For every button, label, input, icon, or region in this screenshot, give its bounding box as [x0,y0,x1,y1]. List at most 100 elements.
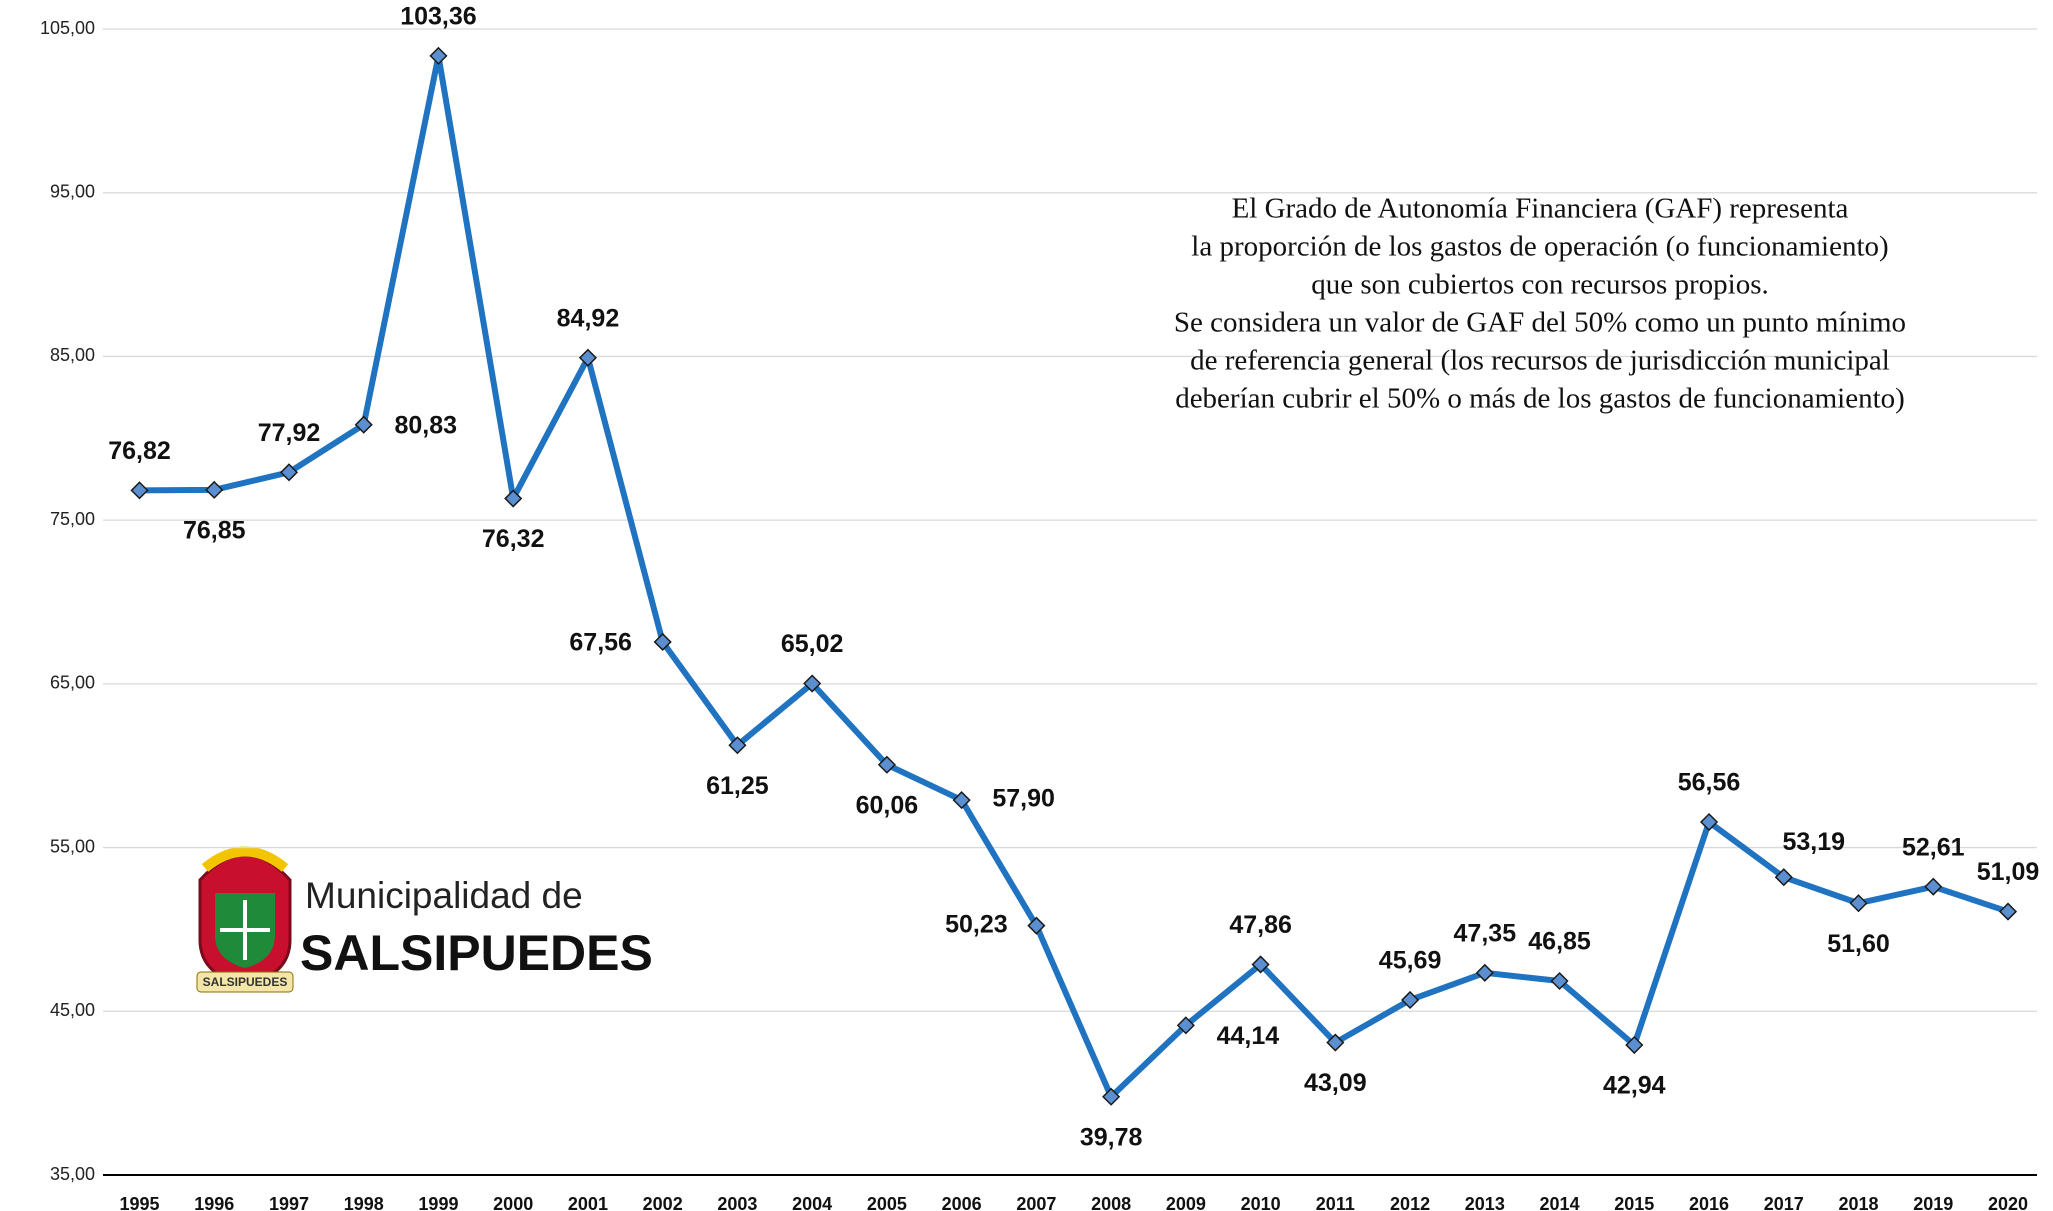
marker [877,755,896,774]
x-tick-label: 2014 [1540,1194,1580,1211]
data-label: 76,82 [108,437,171,465]
marker [653,632,672,652]
logo-sun [201,846,289,872]
annotation: Se considera un valor de GAF del 50% com… [1174,307,1906,339]
x-tick-label: 1995 [119,1194,159,1211]
x-tick-label: 2011 [1316,1194,1355,1211]
data-label: 51,60 [1827,930,1890,958]
data-label: 56,56 [1678,769,1741,797]
x-tick-label: 2015 [1614,1194,1654,1211]
logo: SALSIPUEDES Municipalidad de SALSIPUEDES [196,846,653,993]
data-label: 46,85 [1528,928,1591,956]
data-label: 65,02 [781,630,844,658]
x-tick-label: 2018 [1838,1194,1878,1211]
x-tick-label: 2017 [1764,1194,1804,1211]
data-label: 45,69 [1379,947,1442,975]
data-label: 43,09 [1304,1069,1367,1097]
data-label: 61,25 [706,772,769,800]
x-tick-label: 1998 [344,1194,384,1211]
x-tick-label: 2008 [1091,1194,1131,1211]
line [139,52,2009,1100]
y-tick-label: 65,00 [50,673,95,693]
data-label: 53,19 [1782,828,1845,856]
y-tick-label: 105,00 [40,18,95,38]
x-tick-label: 2012 [1390,1194,1430,1211]
marker [429,46,448,65]
annotation: deberían cubrir el 50% o más de los gast… [1175,383,1905,415]
marker [279,463,299,482]
y-tick-label: 55,00 [50,836,95,856]
logo-cross [220,900,270,960]
x-tick-label: 2020 [1988,1194,2028,1211]
data-label: 80,83 [394,411,457,439]
marker [578,348,598,367]
marker [354,415,373,434]
data-label: 77,92 [258,419,321,447]
data-label: 60,06 [856,791,919,819]
x-tick-label: 2019 [1913,1194,1953,1211]
x-tick-label: 2000 [493,1194,533,1211]
data-label: 42,94 [1603,1072,1666,1100]
marker [1401,990,1420,1010]
data-label: 84,92 [557,304,620,332]
marker [1251,955,1270,974]
annotation: la proporción de los gastos de operación… [1191,231,1888,263]
x-tick-label: 2005 [867,1194,907,1211]
marker [728,736,747,755]
marker [130,481,149,500]
data-label: 50,23 [945,910,1008,938]
annotation: El Grado de Autonomía Financiera (GAF) r… [1232,193,1849,225]
marker [1924,877,1943,896]
x-tick-label: 2007 [1016,1194,1056,1211]
data-label: 44,14 [1217,1022,1280,1050]
marker [1326,1033,1345,1052]
y-tick-label: 95,00 [50,181,95,201]
logo-ribbon-bg [196,971,294,993]
y-tick-label: 75,00 [50,509,95,529]
logo-line2: SALSIPUEDES [300,925,653,981]
x-tick-label: 2010 [1241,1194,1281,1211]
annotation: que son cubiertos con recursos propios. [1311,269,1768,301]
x-tick-label: 2003 [717,1194,757,1211]
marker [205,480,224,499]
logo-line1: Municipalidad de [305,875,583,916]
data-label: 51,09 [1977,858,2040,886]
data-label: 67,56 [569,629,632,657]
data-label: 47,35 [1454,919,1517,947]
marker [952,791,971,810]
x-tick-label: 1999 [418,1194,458,1211]
marker [1774,868,1793,887]
marker [1027,916,1046,935]
marker [1699,812,1719,832]
marker [504,489,523,508]
logo-ribbon: SALSIPUEDES [203,975,288,989]
data-label: 57,90 [992,785,1055,813]
data-label: 103,36 [400,2,476,30]
x-tick-label: 1997 [269,1194,309,1211]
y-tick-label: 85,00 [50,345,95,365]
data-label: 39,78 [1080,1123,1143,1151]
x-tick-label: 2009 [1166,1194,1206,1211]
marker [1849,894,1868,913]
marker [1998,902,2018,921]
x-tick-label: 2001 [568,1194,608,1211]
x-tick-label: 2016 [1689,1194,1729,1211]
x-tick-label: 2006 [942,1194,982,1211]
data-label: 76,32 [482,525,545,553]
data-label: 52,61 [1902,833,1965,861]
marker [1550,971,1569,991]
marker [1625,1035,1644,1055]
x-tick-label: 2004 [792,1194,832,1211]
y-tick-label: 45,00 [50,1000,95,1020]
x-tick-label: 1996 [194,1194,234,1211]
data-label: 47,86 [1229,911,1292,939]
annotation: de referencia general (los recursos de j… [1190,345,1890,377]
marker [1102,1087,1121,1106]
x-tick-label: 2013 [1465,1194,1505,1211]
x-tick-label: 2002 [643,1194,683,1211]
y-tick-label: 35,00 [50,1164,95,1184]
marker [803,674,822,693]
data-label: 76,85 [183,516,246,544]
marker [1176,1016,1195,1035]
